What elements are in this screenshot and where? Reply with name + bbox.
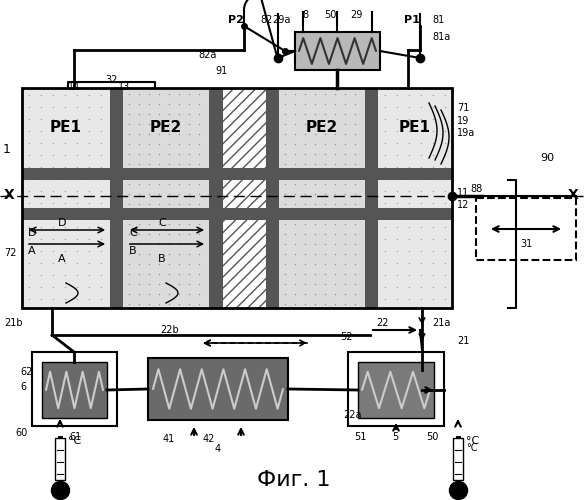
Text: PE2: PE2 <box>150 120 182 136</box>
Bar <box>22 88 110 308</box>
Text: D: D <box>58 218 66 228</box>
Text: D: D <box>28 228 36 238</box>
Text: 50: 50 <box>324 10 336 20</box>
Text: °C: °C <box>68 436 81 446</box>
Bar <box>42 362 107 418</box>
Text: 90: 90 <box>540 153 554 163</box>
Text: 91: 91 <box>215 66 227 76</box>
Text: 11: 11 <box>457 188 469 198</box>
Text: 1: 1 <box>3 143 11 156</box>
Text: 60: 60 <box>15 428 27 438</box>
Text: X: X <box>4 188 15 202</box>
Bar <box>22 88 452 308</box>
Bar <box>365 88 378 308</box>
Text: 4: 4 <box>215 444 221 454</box>
Bar <box>123 88 209 308</box>
Text: °C: °C <box>466 443 477 453</box>
Bar <box>22 168 452 180</box>
Bar <box>348 352 444 426</box>
Text: 31: 31 <box>520 239 532 249</box>
Text: PE2: PE2 <box>306 120 338 136</box>
Text: 6: 6 <box>20 382 26 392</box>
Text: 22b: 22b <box>160 325 179 335</box>
Text: 29a: 29a <box>272 15 290 25</box>
Bar <box>110 88 123 308</box>
Text: 62: 62 <box>20 367 32 377</box>
Text: 72: 72 <box>4 248 16 258</box>
Text: A: A <box>58 254 66 264</box>
Bar <box>222 88 266 308</box>
Bar <box>148 358 288 420</box>
Bar <box>32 352 117 426</box>
Text: 21b: 21b <box>4 318 22 328</box>
Text: P1: P1 <box>404 15 420 25</box>
Text: C: C <box>158 218 166 228</box>
Text: X: X <box>567 188 578 202</box>
Text: 5: 5 <box>392 432 398 442</box>
Text: 8: 8 <box>302 10 308 20</box>
Text: 32: 32 <box>105 75 118 85</box>
Text: 52: 52 <box>340 332 352 342</box>
Text: B: B <box>129 246 136 256</box>
Text: 12: 12 <box>457 200 469 210</box>
Bar <box>22 208 452 220</box>
Text: PE1: PE1 <box>50 120 82 136</box>
Text: 61: 61 <box>69 432 81 442</box>
Text: 42: 42 <box>203 434 215 444</box>
Text: 19: 19 <box>457 116 469 126</box>
Text: 41: 41 <box>163 434 175 444</box>
Bar <box>378 88 452 308</box>
Bar <box>295 32 380 70</box>
Text: 82a: 82a <box>198 50 216 60</box>
Text: A: A <box>28 246 36 256</box>
Bar <box>453 438 463 480</box>
Text: 14: 14 <box>68 82 80 92</box>
Text: 21a: 21a <box>432 318 450 328</box>
Text: B: B <box>158 254 166 264</box>
Text: 88: 88 <box>470 184 482 194</box>
Text: 13: 13 <box>118 82 131 92</box>
Bar <box>476 198 576 260</box>
Bar <box>358 362 434 418</box>
Text: 22a: 22a <box>343 410 362 420</box>
Text: 81: 81 <box>432 15 445 25</box>
Bar <box>55 438 65 480</box>
Text: 50: 50 <box>426 432 439 442</box>
Text: 71: 71 <box>457 103 469 113</box>
Text: Фиг. 1: Фиг. 1 <box>258 470 330 490</box>
Text: 22: 22 <box>376 318 389 328</box>
Text: 82: 82 <box>260 15 272 25</box>
Bar <box>279 88 365 308</box>
Text: C: C <box>129 228 137 238</box>
Text: 21: 21 <box>457 336 469 346</box>
Text: 19a: 19a <box>457 128 475 138</box>
Text: 81a: 81a <box>432 32 450 42</box>
Text: PE1: PE1 <box>399 120 431 136</box>
Text: P2: P2 <box>228 15 244 25</box>
Text: °C: °C <box>466 436 479 446</box>
Bar <box>266 88 279 308</box>
Text: 51: 51 <box>354 432 366 442</box>
Bar <box>209 88 222 308</box>
Text: 29: 29 <box>350 10 362 20</box>
